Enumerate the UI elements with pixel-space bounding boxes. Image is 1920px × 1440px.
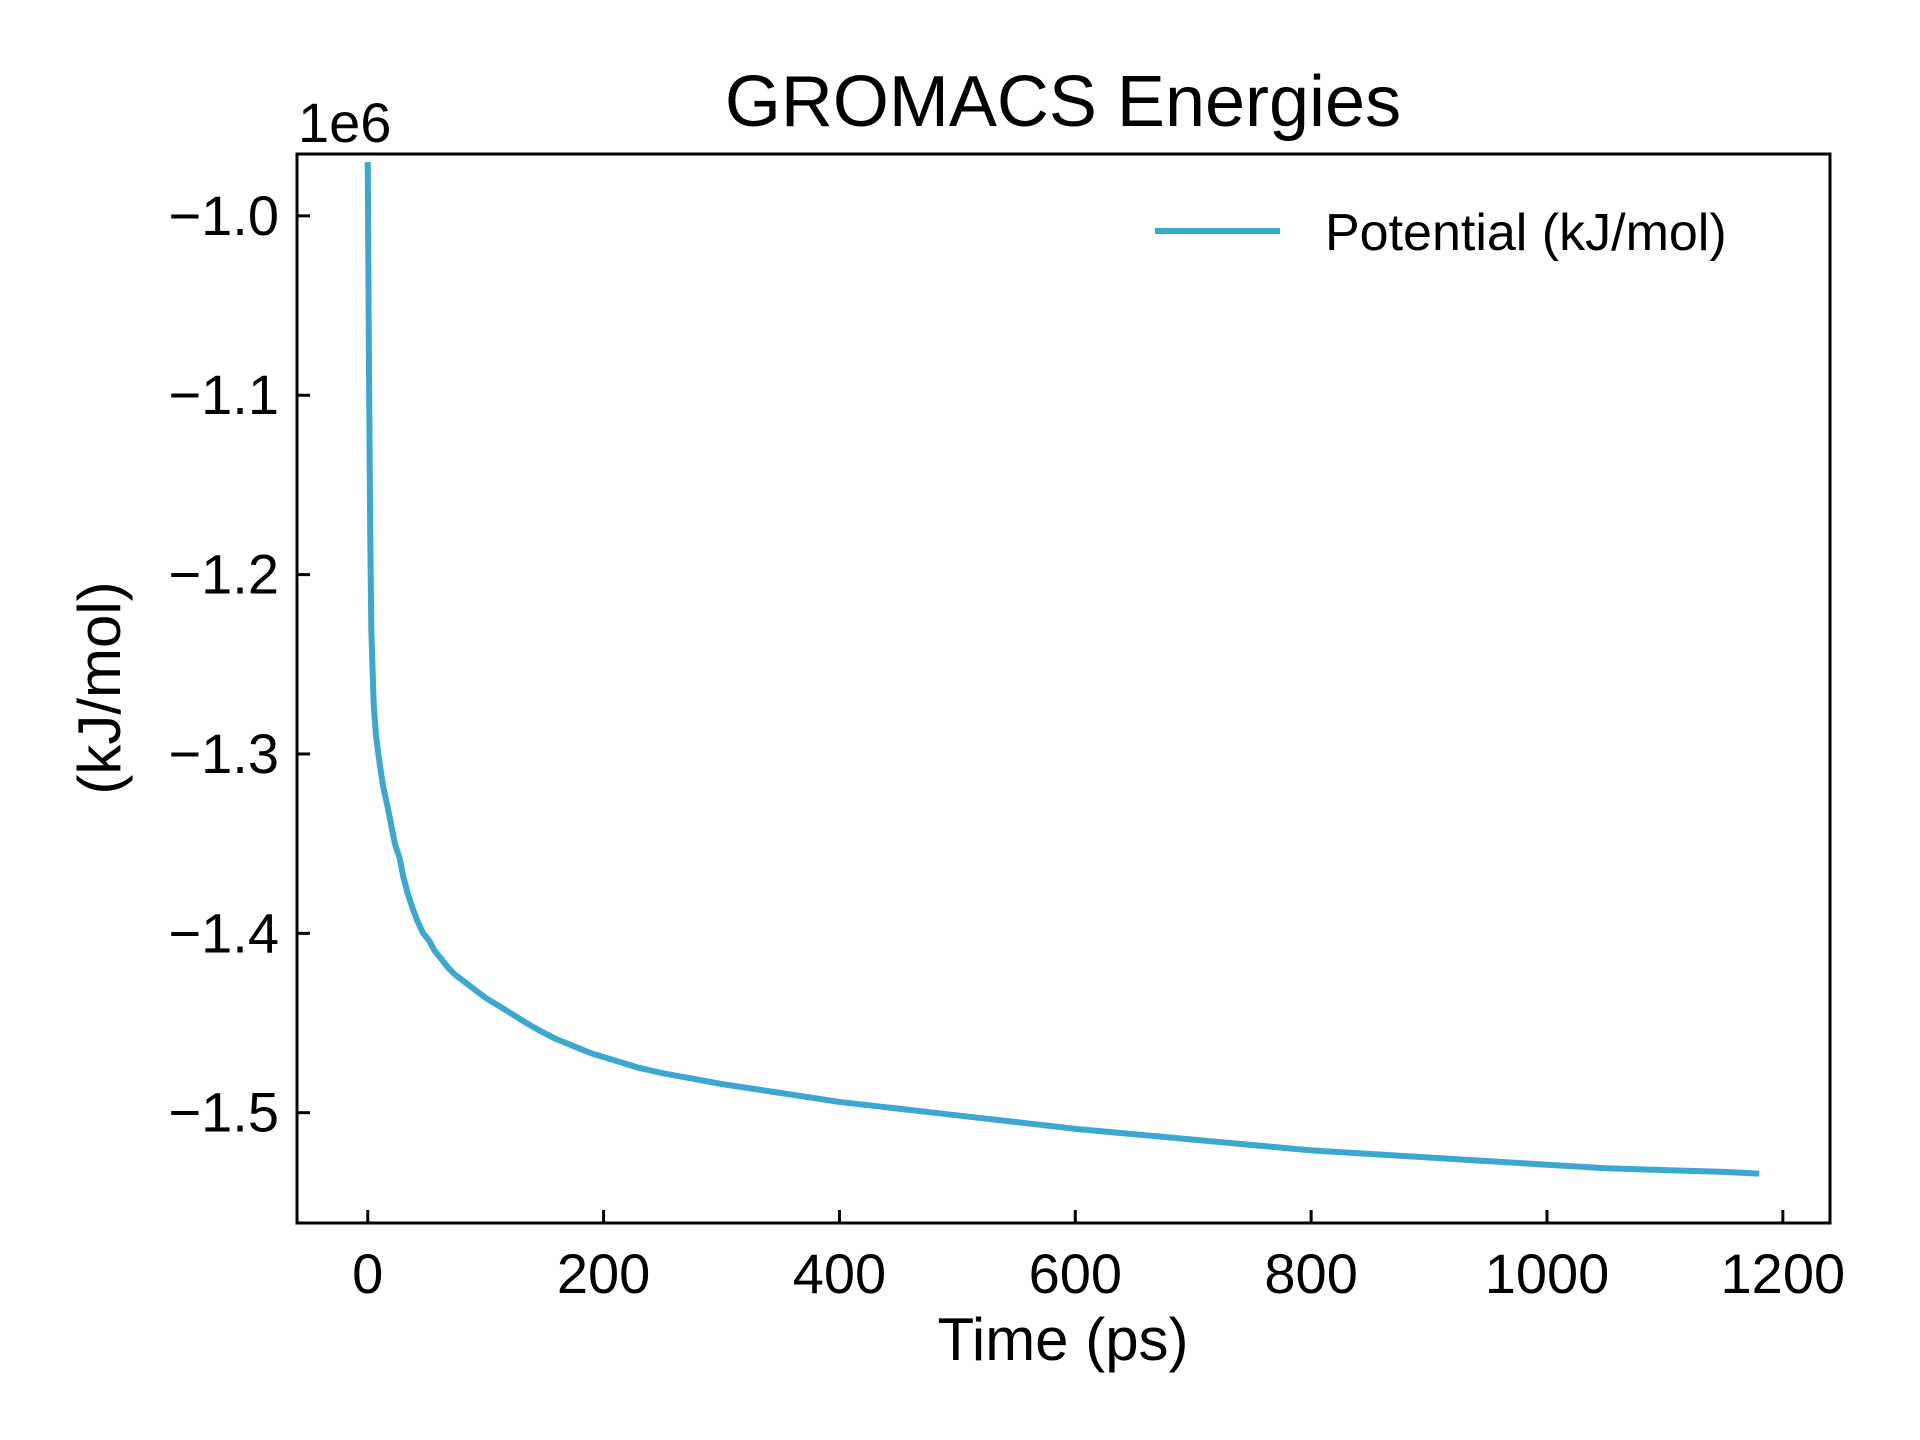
x-tick-label: 200 [557,1242,650,1305]
ticks-layer: 0 200 400 600 800 1000 1200 −1.0 −1.1 −1.2 −1.3 −1.… [168,184,1845,1305]
y-tick-label: −1.0 [168,184,279,247]
y-axis-label: (kJ/mol) [66,581,133,794]
y-tick-label: −1.1 [168,363,279,426]
y-tick-label: −1.4 [168,901,279,964]
y-tick-label: −1.3 [168,722,279,785]
y-offset-label: 1e6 [298,91,391,154]
chart-title: GROMACS Energies [725,62,1401,142]
x-tick-label: 1000 [1485,1242,1610,1305]
x-axis-label: Time (ps) [937,1306,1188,1373]
x-tick-label: 400 [793,1242,886,1305]
legend: Potential (kJ/mol) [1155,204,1727,262]
y-tick-label: −1.2 [168,543,279,606]
plot-area-frame [295,152,1832,1225]
x-tick-label: 0 [352,1242,383,1305]
legend-label: Potential (kJ/mol) [1325,204,1727,262]
x-tick-label: 800 [1264,1242,1357,1305]
x-tick-label: 600 [1029,1242,1122,1305]
series-line-potential [364,162,1760,1177]
series-layer [364,162,1760,1177]
x-tick-label: 1200 [1721,1242,1846,1305]
y-tick-label: −1.5 [168,1081,279,1144]
